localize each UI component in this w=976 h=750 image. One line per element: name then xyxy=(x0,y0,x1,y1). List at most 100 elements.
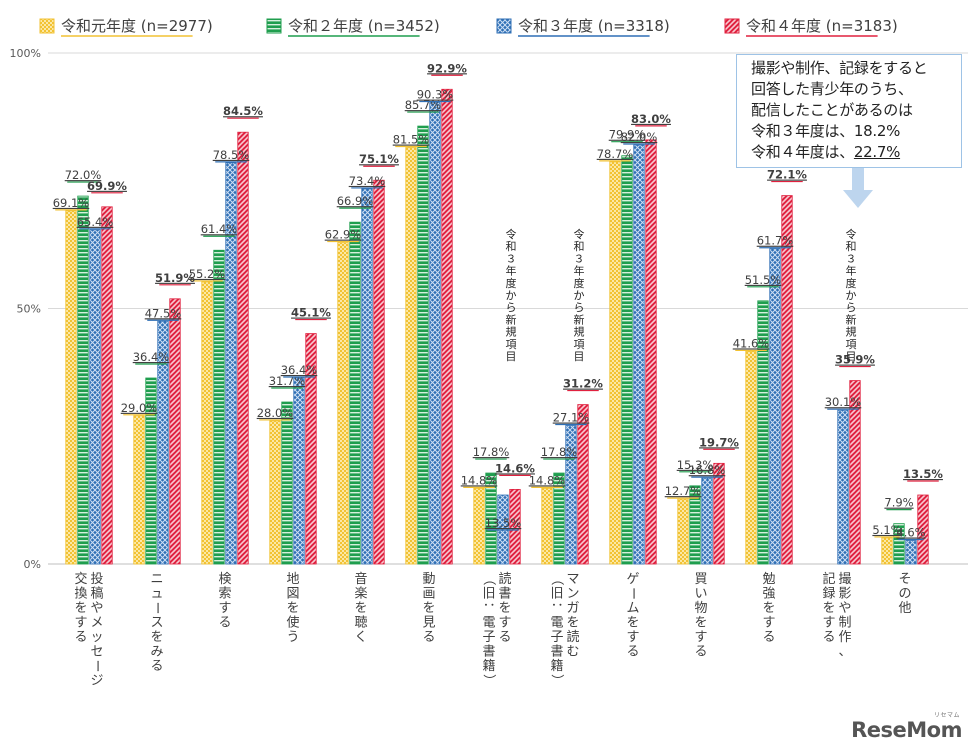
bar xyxy=(169,298,181,565)
data-label: 12.7% xyxy=(665,484,702,498)
x-tick-label: 書 xyxy=(550,645,563,660)
data-label: 19.7% xyxy=(699,435,739,449)
bar xyxy=(621,155,633,565)
brand-logo: ReseMom リセマム xyxy=(851,712,962,742)
data-label: 5.1% xyxy=(872,523,901,537)
x-tick-label: る xyxy=(626,645,639,660)
x-tick-label: 物 xyxy=(694,601,707,616)
bar xyxy=(349,221,361,565)
x-tick-label: ： xyxy=(549,601,564,614)
data-label: 28.0% xyxy=(257,406,294,420)
x-tick-label: す xyxy=(74,616,87,631)
x-tick-label: 読 xyxy=(498,571,511,587)
down-arrow-icon xyxy=(843,168,873,208)
annotation-char: 和 xyxy=(506,240,517,253)
x-tick-label: や xyxy=(838,601,851,616)
bar xyxy=(609,161,621,565)
x-tick-label: み xyxy=(150,645,163,660)
legend-label: 令和元年度 (n=2977) xyxy=(61,17,213,35)
annotation-char: 新 xyxy=(506,312,517,326)
data-label: 15.3% xyxy=(677,458,714,472)
data-label: 84.5% xyxy=(223,104,263,118)
x-tick-label: 電 xyxy=(482,616,495,631)
x-tick-label: む xyxy=(566,645,579,660)
x-tick-label: す xyxy=(694,630,707,645)
data-label: 13.5% xyxy=(485,516,522,530)
data-label: 83.0% xyxy=(631,112,671,126)
x-tick-label: す xyxy=(762,616,775,631)
annotation-char: 新 xyxy=(574,312,585,326)
x-tick-label: ュ xyxy=(150,587,163,602)
bar xyxy=(565,425,577,565)
x-tick-label: 書 xyxy=(498,587,511,602)
x-tick-label: の xyxy=(898,587,911,602)
annotation-char: 項 xyxy=(506,338,517,351)
y-axis: 0% 50% 100% xyxy=(10,47,41,571)
x-tick-label: 、 xyxy=(838,645,851,660)
annotation-char: 令 xyxy=(574,227,585,241)
x-tick-label: る xyxy=(218,616,231,631)
y-tick-label: 50% xyxy=(17,303,41,316)
bar xyxy=(745,351,757,565)
x-tick-label: 籍 xyxy=(550,658,563,674)
annotation-char: 規 xyxy=(846,325,857,339)
data-label: 72.0% xyxy=(65,168,102,182)
x-tick-label: ー xyxy=(149,601,164,614)
bar xyxy=(429,102,441,565)
data-label: 65.4% xyxy=(77,215,114,229)
x-tick-label: 検 xyxy=(218,572,231,587)
x-tick-label: い xyxy=(694,587,707,602)
bar xyxy=(713,462,725,565)
bar xyxy=(201,281,213,565)
bar xyxy=(269,420,281,565)
bar xyxy=(101,206,113,565)
x-tick-label: を xyxy=(566,616,579,631)
bar xyxy=(769,248,781,565)
legend-label: 令和３年度 (n=3318) xyxy=(518,17,670,35)
bar xyxy=(553,472,565,565)
bar xyxy=(65,210,77,565)
x-tick-label: や xyxy=(90,601,103,616)
data-label: 61.4% xyxy=(201,222,238,236)
x-tick-label: 制 xyxy=(838,616,851,631)
annotation-char: 和 xyxy=(574,240,585,253)
bars xyxy=(65,88,929,565)
data-label: 4.6% xyxy=(896,525,925,539)
data-label: 72.1% xyxy=(767,168,807,182)
data-labels: 69.1% 29.0% 55.2% 28.0% 62.9% 81.5% 14.8% 14.8%… xyxy=(53,61,943,541)
bar xyxy=(645,139,657,565)
bar xyxy=(145,377,157,565)
data-label: 36.4% xyxy=(133,350,170,364)
bar xyxy=(237,131,249,565)
x-tick-label: を xyxy=(498,601,511,616)
data-label: 17.8% xyxy=(473,445,510,459)
x-tick-label: ） xyxy=(481,674,496,687)
annotation-char: 規 xyxy=(506,325,517,339)
annotation-char: 令 xyxy=(846,227,857,241)
x-tick-label: 画 xyxy=(422,587,435,602)
data-label: 36.4% xyxy=(281,363,318,377)
x-tick-label: を xyxy=(286,601,299,616)
bar xyxy=(485,472,497,565)
x-tick-label: 書 xyxy=(482,645,495,660)
legend-swatch xyxy=(724,18,740,34)
data-label: 90.3% xyxy=(417,88,454,102)
x-tick-label: ン xyxy=(566,587,579,602)
data-label: 62.9% xyxy=(325,228,362,242)
bar xyxy=(917,494,929,565)
legend: 令和元年度 (n=2977) 令和２年度 (n=3452) 令和３年度 (n=331… xyxy=(39,17,898,37)
x-tick-label: 動 xyxy=(422,572,435,587)
annotation-char: ３ xyxy=(574,252,585,265)
bar xyxy=(281,401,293,565)
x-tick-label: ： xyxy=(481,601,496,614)
x-tick-label: 使 xyxy=(286,615,299,631)
data-label: 69.9% xyxy=(87,179,127,193)
x-tick-label: る xyxy=(822,630,835,645)
x-tick-label: そ xyxy=(898,572,911,587)
bar xyxy=(441,88,453,565)
bar xyxy=(361,188,373,565)
annotation-char: 項 xyxy=(574,338,585,351)
x-tick-label: 楽 xyxy=(354,586,367,602)
data-label: 66.9% xyxy=(337,194,374,208)
annotation-char: か xyxy=(574,289,585,302)
